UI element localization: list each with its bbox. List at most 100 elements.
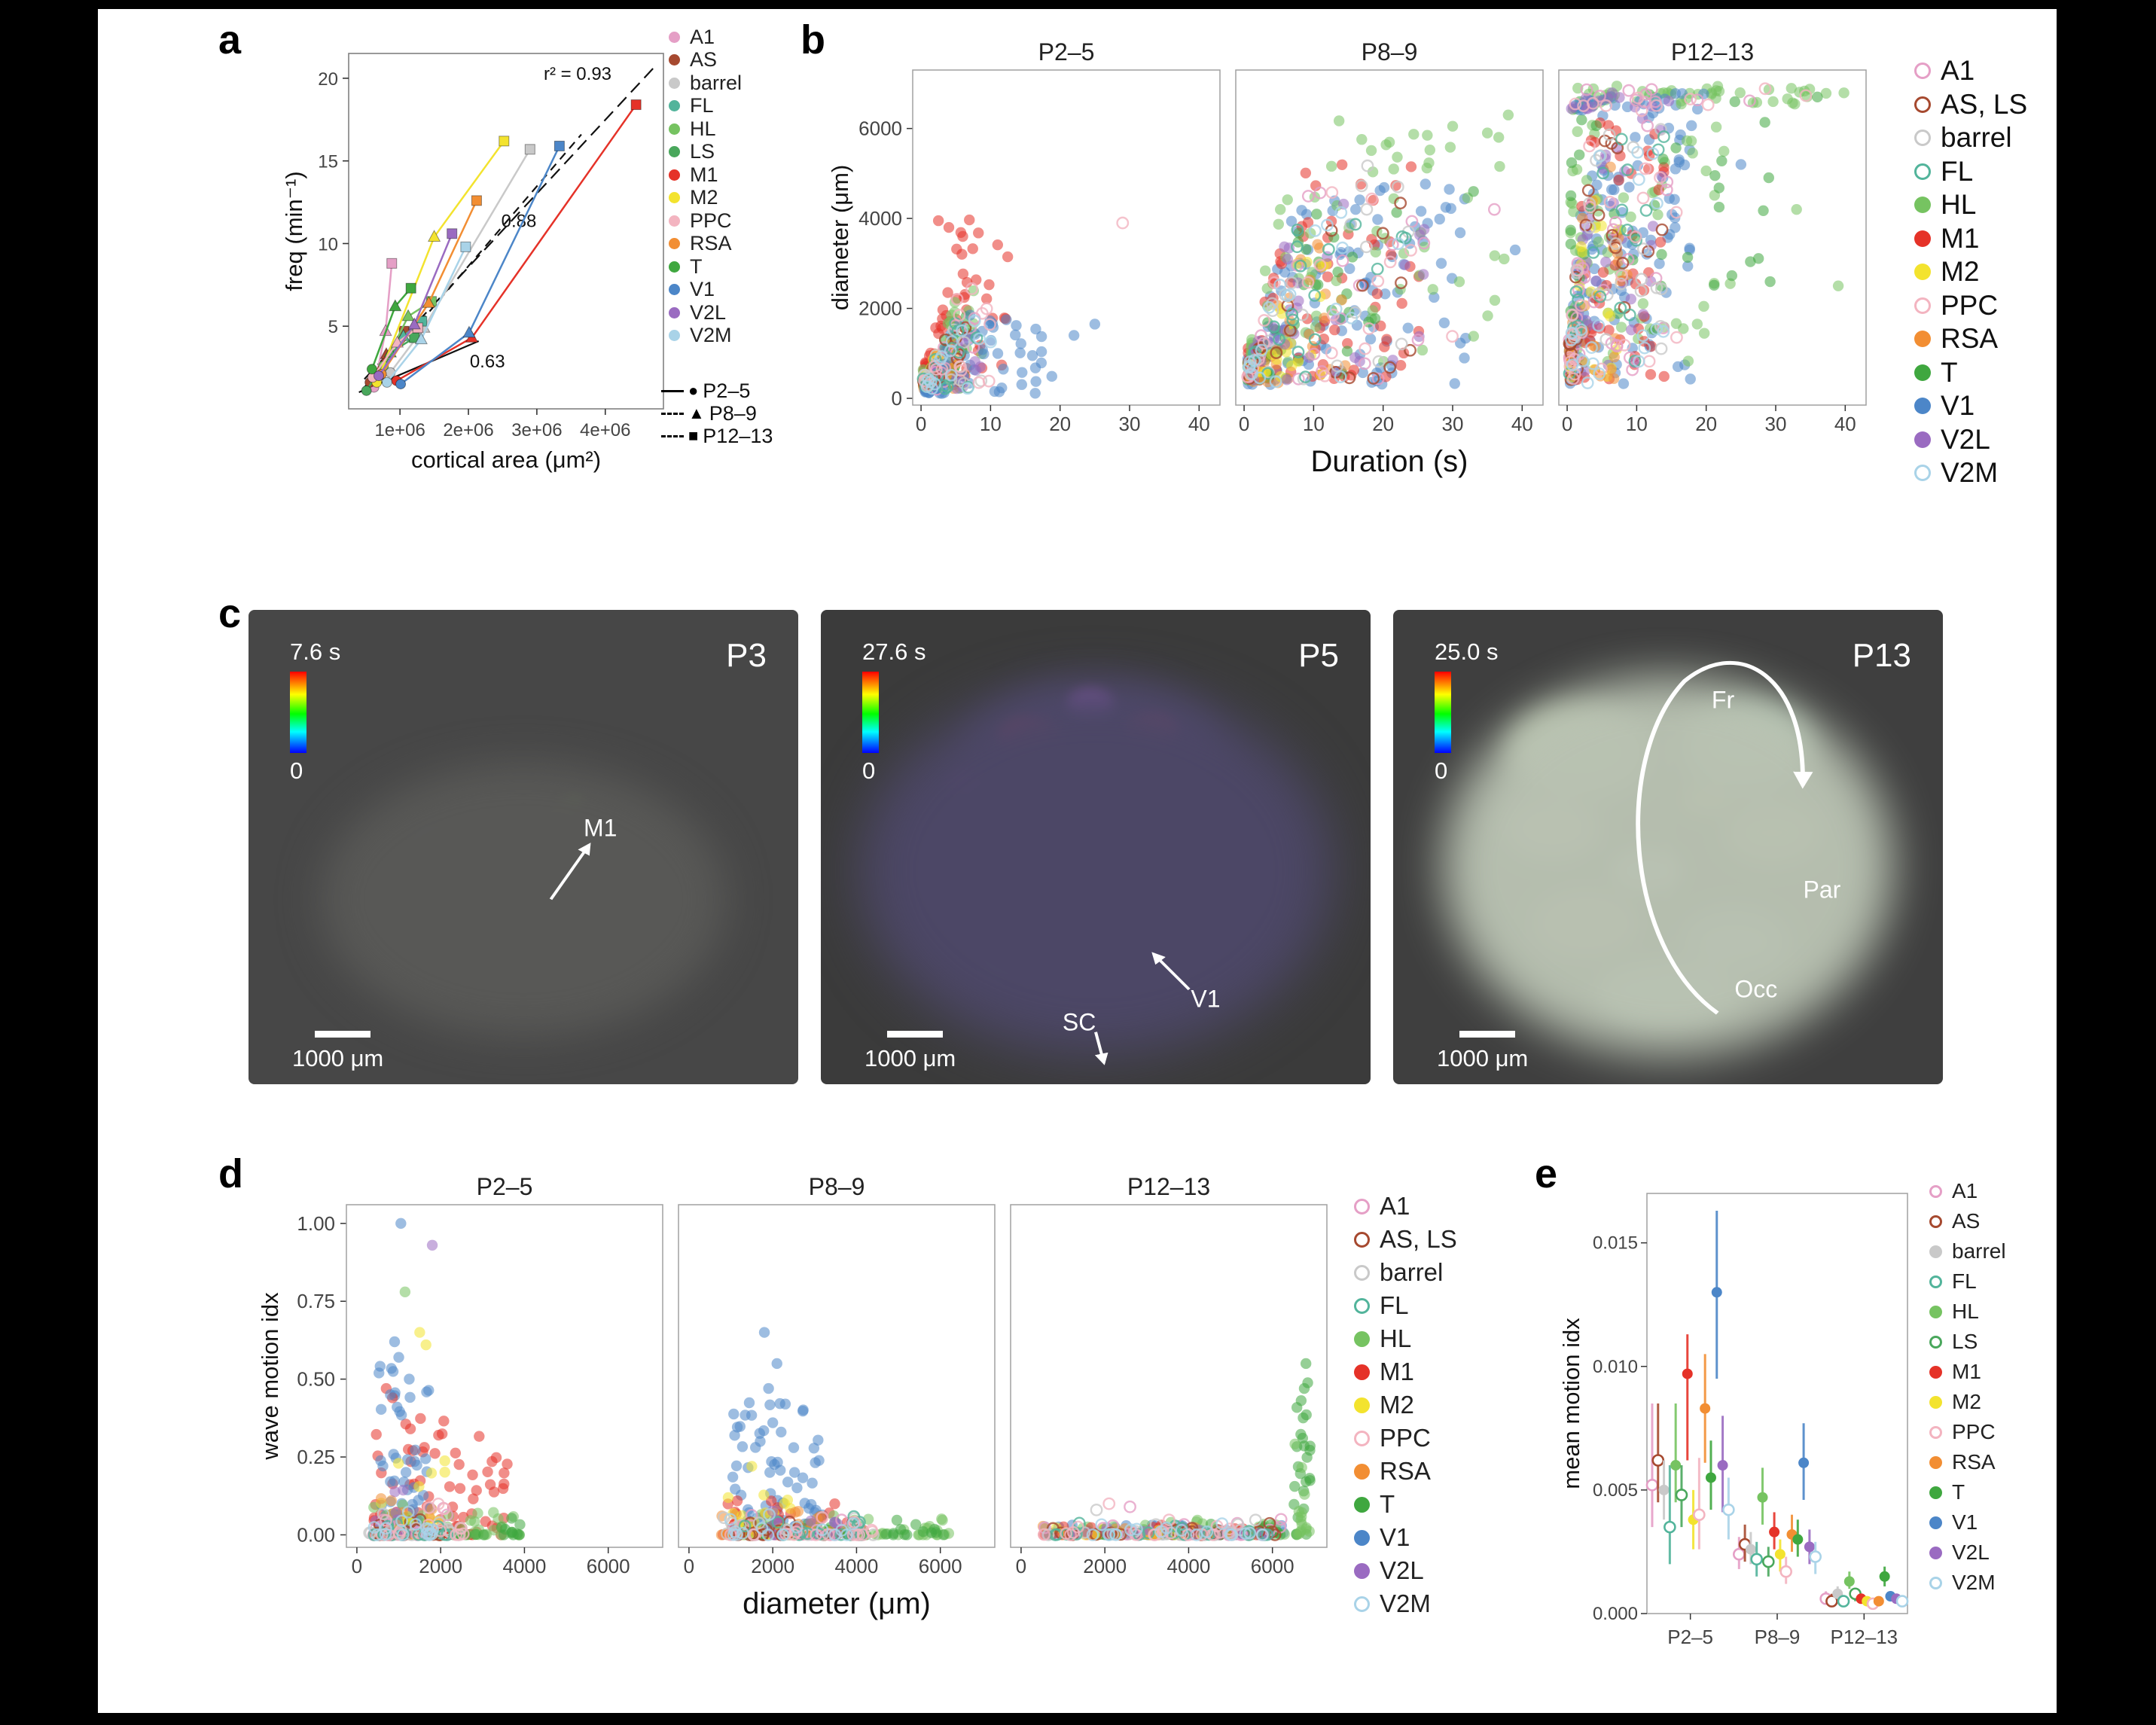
data-point <box>738 1519 752 1533</box>
data-point <box>1351 319 1363 331</box>
svg-text:0.25: 0.25 <box>297 1446 335 1468</box>
data-point <box>1445 203 1456 215</box>
data-point <box>1360 203 1374 216</box>
legend-swatch-PPC <box>1929 1425 1942 1439</box>
data-point <box>1258 314 1271 327</box>
svg-text:10: 10 <box>980 413 1002 435</box>
data-point <box>456 1527 470 1541</box>
data-point <box>1785 83 1797 94</box>
data-point <box>1599 99 1612 112</box>
data-point <box>1489 250 1501 261</box>
data-point <box>1427 284 1438 295</box>
data-point <box>1086 1528 1099 1541</box>
legend-label: A1 <box>1941 55 1975 87</box>
data-point <box>743 1397 755 1409</box>
image-annotation-overlay <box>1636 660 1813 1015</box>
data-point <box>730 1528 743 1541</box>
series-point <box>386 258 398 269</box>
data-point <box>924 375 938 389</box>
data-point <box>1638 341 1651 355</box>
legend-swatch-FL <box>1929 1275 1942 1288</box>
svg-text:10: 10 <box>318 234 338 254</box>
data-point <box>1758 82 1772 96</box>
data-point <box>508 1529 519 1541</box>
series-point <box>361 385 372 396</box>
legend-item-AS: AS <box>1929 1206 2006 1236</box>
panel-e-legend: A1 AS barrel FL HL LS M1 M2 PPC RSA T V1 V2L V2M <box>1929 1176 2006 1598</box>
data-point <box>1713 201 1725 213</box>
data-point <box>1447 120 1459 132</box>
data-point <box>1565 238 1577 250</box>
legend-label: RSA <box>1941 323 1999 355</box>
data-point <box>1292 356 1304 367</box>
data-point <box>1296 1461 1307 1474</box>
data-point <box>438 1528 451 1541</box>
data-point <box>942 287 953 298</box>
legend-item-AS: AS <box>669 48 742 72</box>
data-point <box>1691 103 1703 115</box>
svg-text:2000: 2000 <box>858 297 902 320</box>
data-point <box>1293 295 1304 306</box>
data-point <box>1606 364 1617 376</box>
legend-item-V2L: V2L <box>1929 1538 2006 1568</box>
data-point <box>467 1469 478 1481</box>
data-point <box>478 1529 489 1541</box>
data-point <box>1639 162 1652 175</box>
svg-text:20: 20 <box>1372 413 1394 435</box>
data-point <box>731 1422 743 1433</box>
data-point <box>763 1382 774 1394</box>
data-point <box>1713 85 1725 97</box>
svg-text:P12–13: P12–13 <box>1127 1173 1210 1200</box>
legend-swatch-A1 <box>669 31 680 43</box>
data-point <box>1604 310 1616 322</box>
data-point <box>1568 352 1581 366</box>
data-point <box>469 1516 480 1528</box>
data-point <box>1386 238 1399 251</box>
data-point <box>1716 155 1728 166</box>
data-point <box>1574 299 1587 312</box>
data-point <box>1130 1522 1143 1536</box>
legend-item-V2M: V2M <box>1929 1568 2006 1598</box>
data-point <box>1030 376 1041 387</box>
data-point <box>396 1528 410 1541</box>
data-point <box>433 1429 444 1441</box>
annotation-arrow <box>1151 952 1191 991</box>
data-point <box>1372 355 1386 368</box>
data-point <box>1637 309 1649 320</box>
data-point <box>956 324 968 337</box>
data-point <box>745 1509 758 1522</box>
legend-swatch-M2 <box>1929 1395 1942 1409</box>
svg-text:2000: 2000 <box>1083 1555 1127 1577</box>
data-point <box>957 230 968 242</box>
data-point <box>1645 369 1657 380</box>
data-point <box>1371 262 1384 276</box>
data-point <box>1291 223 1304 236</box>
data-point <box>1318 369 1331 382</box>
data-point <box>1243 359 1256 373</box>
data-point <box>474 1431 485 1442</box>
data-point <box>1301 257 1313 268</box>
data-point <box>1670 142 1682 154</box>
legend-swatch-A1 <box>1914 62 1931 80</box>
legend-label: M2 <box>690 186 718 209</box>
legend-label: V1 <box>690 278 715 301</box>
svg-text:P8–9: P8–9 <box>809 1173 865 1200</box>
data-point <box>367 1521 381 1534</box>
data-point <box>772 1456 783 1468</box>
data-point <box>1669 194 1680 206</box>
data-point <box>1650 281 1664 294</box>
data-point <box>767 1417 779 1428</box>
svg-text:P12–13: P12–13 <box>1671 38 1754 66</box>
data-point <box>438 1416 450 1427</box>
svg-text:diameter (μm): diameter (μm) <box>743 1587 931 1620</box>
legend-label: AS, LS <box>1941 88 2028 120</box>
legend-item-T: T <box>669 255 742 279</box>
data-point <box>1591 288 1604 301</box>
data-point <box>1354 194 1365 206</box>
data-point <box>1307 347 1321 361</box>
panel-c-label: c <box>218 591 242 636</box>
activity-blob <box>859 685 1332 1056</box>
data-point <box>1791 203 1802 215</box>
legend-swatch-AS <box>669 54 680 66</box>
data-point <box>1628 355 1642 367</box>
